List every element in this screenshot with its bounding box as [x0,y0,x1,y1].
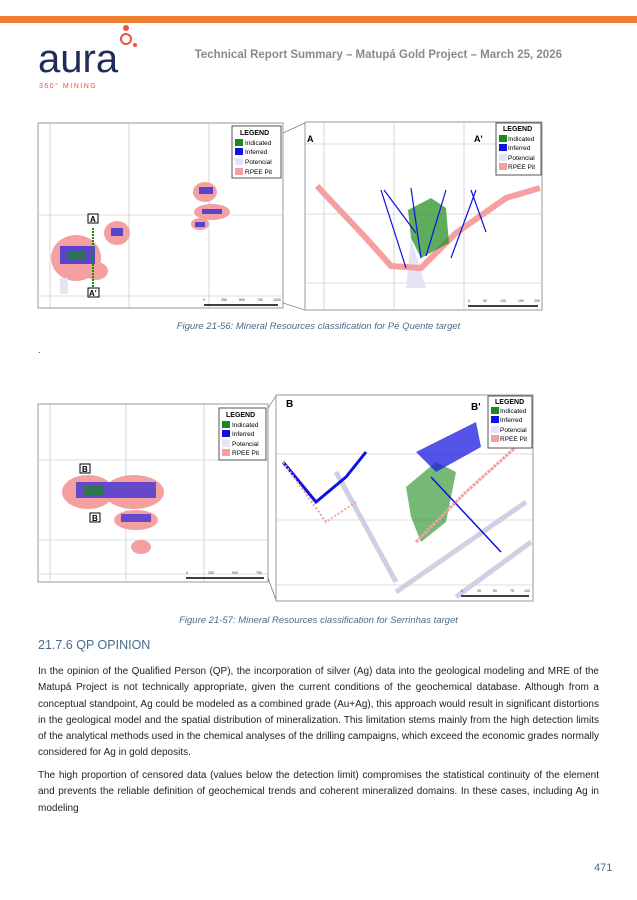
cross-section: B B' 0 25 50 75 100 LEGEND Indicated Inferre… [275,394,534,602]
svg-text:250: 250 [221,298,227,302]
svg-text:B': B' [471,402,481,413]
svg-text:LEGEND: LEGEND [240,130,269,137]
svg-text:Inferred: Inferred [500,417,523,424]
svg-text:Potencial: Potencial [500,427,527,434]
svg-text:50: 50 [483,299,487,303]
svg-text:150: 150 [518,299,524,303]
svg-text:LEGEND: LEGEND [495,399,524,406]
map-scale-bar: 0 250 500 750 1000 [203,298,281,306]
section-heading: 21.7.6 QP OPINION [38,638,151,652]
svg-text:Potencial: Potencial [232,441,259,448]
figure-pe-quente: A A' 0 250 500 750 1000 LEGEND Indicated Inf… [37,121,543,311]
svg-text:B: B [82,465,88,474]
paragraph: The high proportion of censored data (va… [38,770,599,814]
svg-text:Potencial: Potencial [508,155,535,162]
section-label-a-prime: A' [89,289,97,298]
paragraph: In the opinion of the Qualified Person (… [38,666,599,759]
figure-serrinhas: B B 0 250 500 750 LEGEND Indicated Inferred… [37,394,534,602]
plan-map: A A' 0 250 500 750 1000 LEGEND Indicated Inf… [37,122,284,309]
cross-section: A A' 0 50 100 150 200 LEGEND Indicated Infer… [304,121,543,311]
svg-text:LEGEND: LEGEND [503,126,532,133]
svg-text:Indicated: Indicated [500,408,527,415]
svg-text:Indicated: Indicated [245,140,272,147]
section-label-a: A [90,215,96,224]
svg-text:0: 0 [203,298,205,302]
svg-text:750: 750 [256,571,262,575]
svg-text:0: 0 [468,299,470,303]
svg-text:50: 50 [493,589,497,593]
stray-mark: . [38,345,41,355]
svg-text:RPEE Pit: RPEE Pit [500,436,527,443]
svg-text:Indicated: Indicated [232,422,259,429]
svg-text:B: B [92,514,98,523]
svg-text:Potencial: Potencial [245,159,272,166]
svg-text:0: 0 [186,571,188,575]
report-header-title: Technical Report Summary – Matupá Gold P… [194,49,562,61]
map-scale-bar: 0 250 500 750 [186,571,264,579]
section-scale-bar: 0 25 50 75 100 [461,589,530,597]
svg-text:1000: 1000 [273,298,281,302]
svg-text:B: B [286,399,293,410]
svg-text:RPEE Pit: RPEE Pit [245,169,272,176]
svg-text:200: 200 [534,299,540,303]
section-legend: LEGEND Indicated Inferred Potencial RPEE… [487,395,533,449]
svg-text:LEGEND: LEGEND [226,412,255,419]
svg-text:500: 500 [232,571,238,575]
section-legend: LEGEND Indicated Inferred Potencial RPEE… [495,122,542,176]
section-end-label: A' [474,134,483,144]
page-number: 471 [594,862,613,874]
figure-caption: Figure 21-57: Mineral Resources classifi… [179,615,458,626]
svg-text:100: 100 [524,589,530,593]
svg-text:Inferred: Inferred [245,149,268,156]
svg-text:500: 500 [239,298,245,302]
section-start-label: A [307,134,314,144]
logo-tagline: 360° MINING [39,82,97,90]
svg-text:Inferred: Inferred [508,145,531,152]
svg-text:Indicated: Indicated [508,136,535,143]
aura-logo: aura 360° MINING [38,25,137,90]
section-scale-bar: 0 50 100 150 200 [468,299,540,307]
svg-text:75: 75 [510,589,514,593]
header-accent-bar [0,16,637,23]
plan-map: B B 0 250 500 750 LEGEND Indicated Inferred… [37,403,269,583]
svg-text:0: 0 [461,589,463,593]
legend: LEGEND Indicated Inferred Potencial RPEE… [231,125,282,179]
figure-caption: Figure 21-56: Mineral Resources classifi… [176,321,461,332]
svg-text:RPEE Pit: RPEE Pit [232,450,259,457]
logo-text: aura [38,37,119,81]
svg-text:Inferred: Inferred [232,431,255,438]
svg-text:100: 100 [500,299,506,303]
svg-text:250: 250 [208,571,214,575]
svg-text:750: 750 [257,298,263,302]
svg-text:25: 25 [477,589,481,593]
svg-text:RPEE Pit: RPEE Pit [508,164,535,171]
legend: LEGEND Indicated Inferred Potencial RPEE… [218,407,267,461]
